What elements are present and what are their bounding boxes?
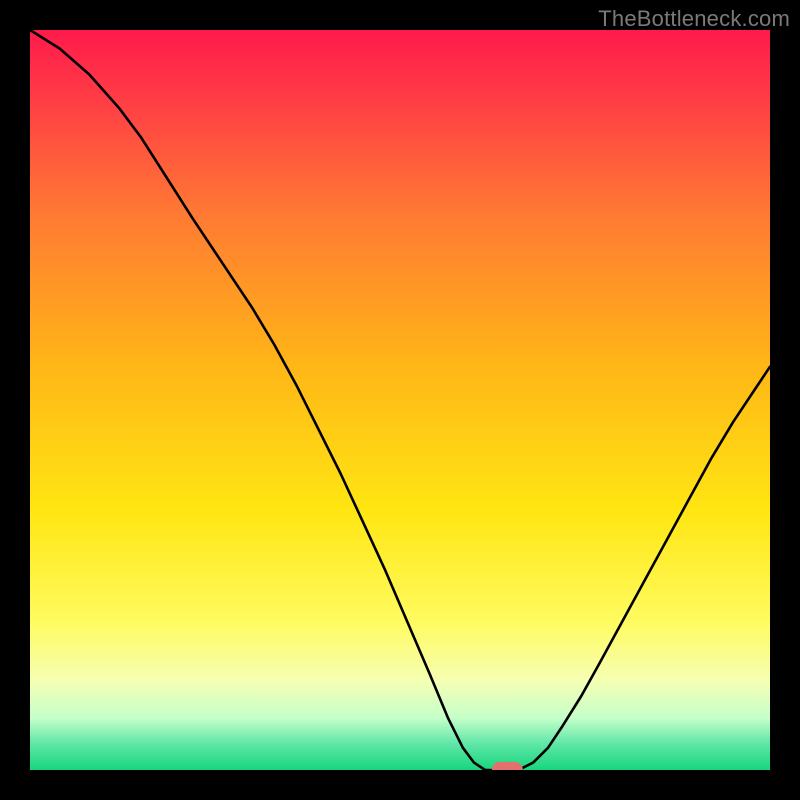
plot-area: [30, 30, 770, 770]
chart-frame: TheBottleneck.com: [0, 0, 800, 800]
watermark-text: TheBottleneck.com: [598, 6, 790, 32]
gradient-background: [30, 30, 770, 770]
bottleneck-chart: [30, 30, 770, 770]
optimal-marker: [492, 762, 523, 770]
